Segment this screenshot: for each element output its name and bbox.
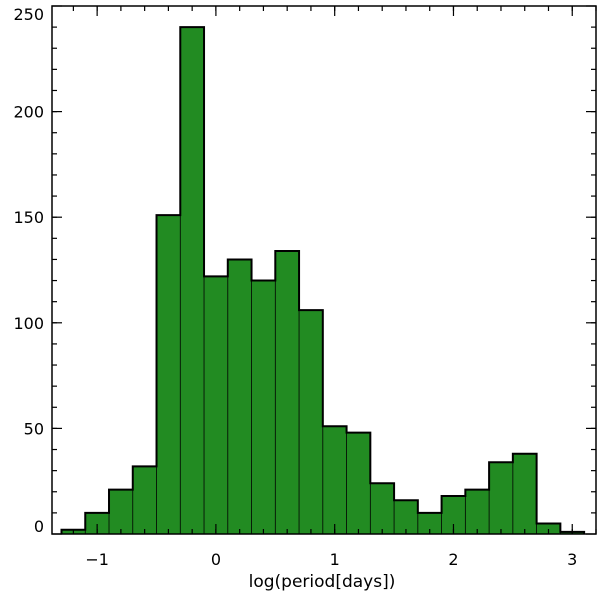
x-tick-label: 3 [567, 550, 577, 569]
x-tick-label: 1 [330, 550, 340, 569]
x-tick-label: 2 [448, 550, 458, 569]
histogram-bar [299, 310, 323, 534]
histogram-bar [204, 276, 228, 534]
y-tick-label: 250 [13, 5, 44, 24]
x-tick-label: 0 [211, 550, 221, 569]
histogram-bar [251, 280, 276, 534]
histogram-bar [322, 426, 347, 534]
y-tick-label: 150 [13, 208, 44, 227]
y-tick-label: 200 [13, 103, 44, 122]
histogram-outline [60, 26, 586, 534]
histogram-bar [180, 27, 205, 535]
histogram-bar [417, 512, 442, 534]
histogram-bar [227, 259, 252, 534]
histogram-bar [132, 466, 157, 534]
histogram-bar [275, 250, 300, 534]
histogram-bar [394, 500, 418, 534]
x-axis-label: log(period[days]) [249, 572, 396, 592]
y-tick-label: 50 [24, 419, 44, 438]
x-tick-label: −1 [85, 550, 109, 569]
histogram-bar [536, 523, 561, 534]
histogram-bar [370, 483, 395, 534]
y-tick-labels: 0 50 100 150 200 250 [13, 5, 44, 536]
x-tick-labels: −1 0 1 2 3 [85, 550, 577, 569]
histogram-bar [512, 453, 537, 534]
histogram-bar [441, 495, 466, 534]
y-tick-label: 100 [13, 314, 44, 333]
histogram-bar [85, 512, 110, 534]
histogram-bar [489, 462, 513, 534]
histogram-bar [465, 489, 490, 534]
plot-frame [51, 5, 597, 535]
histogram-bar [346, 432, 371, 534]
histogram-bar [109, 489, 133, 534]
y-tick-label: 0 [34, 517, 44, 536]
histogram-bar [156, 215, 181, 534]
histogram-bars [60, 26, 586, 535]
